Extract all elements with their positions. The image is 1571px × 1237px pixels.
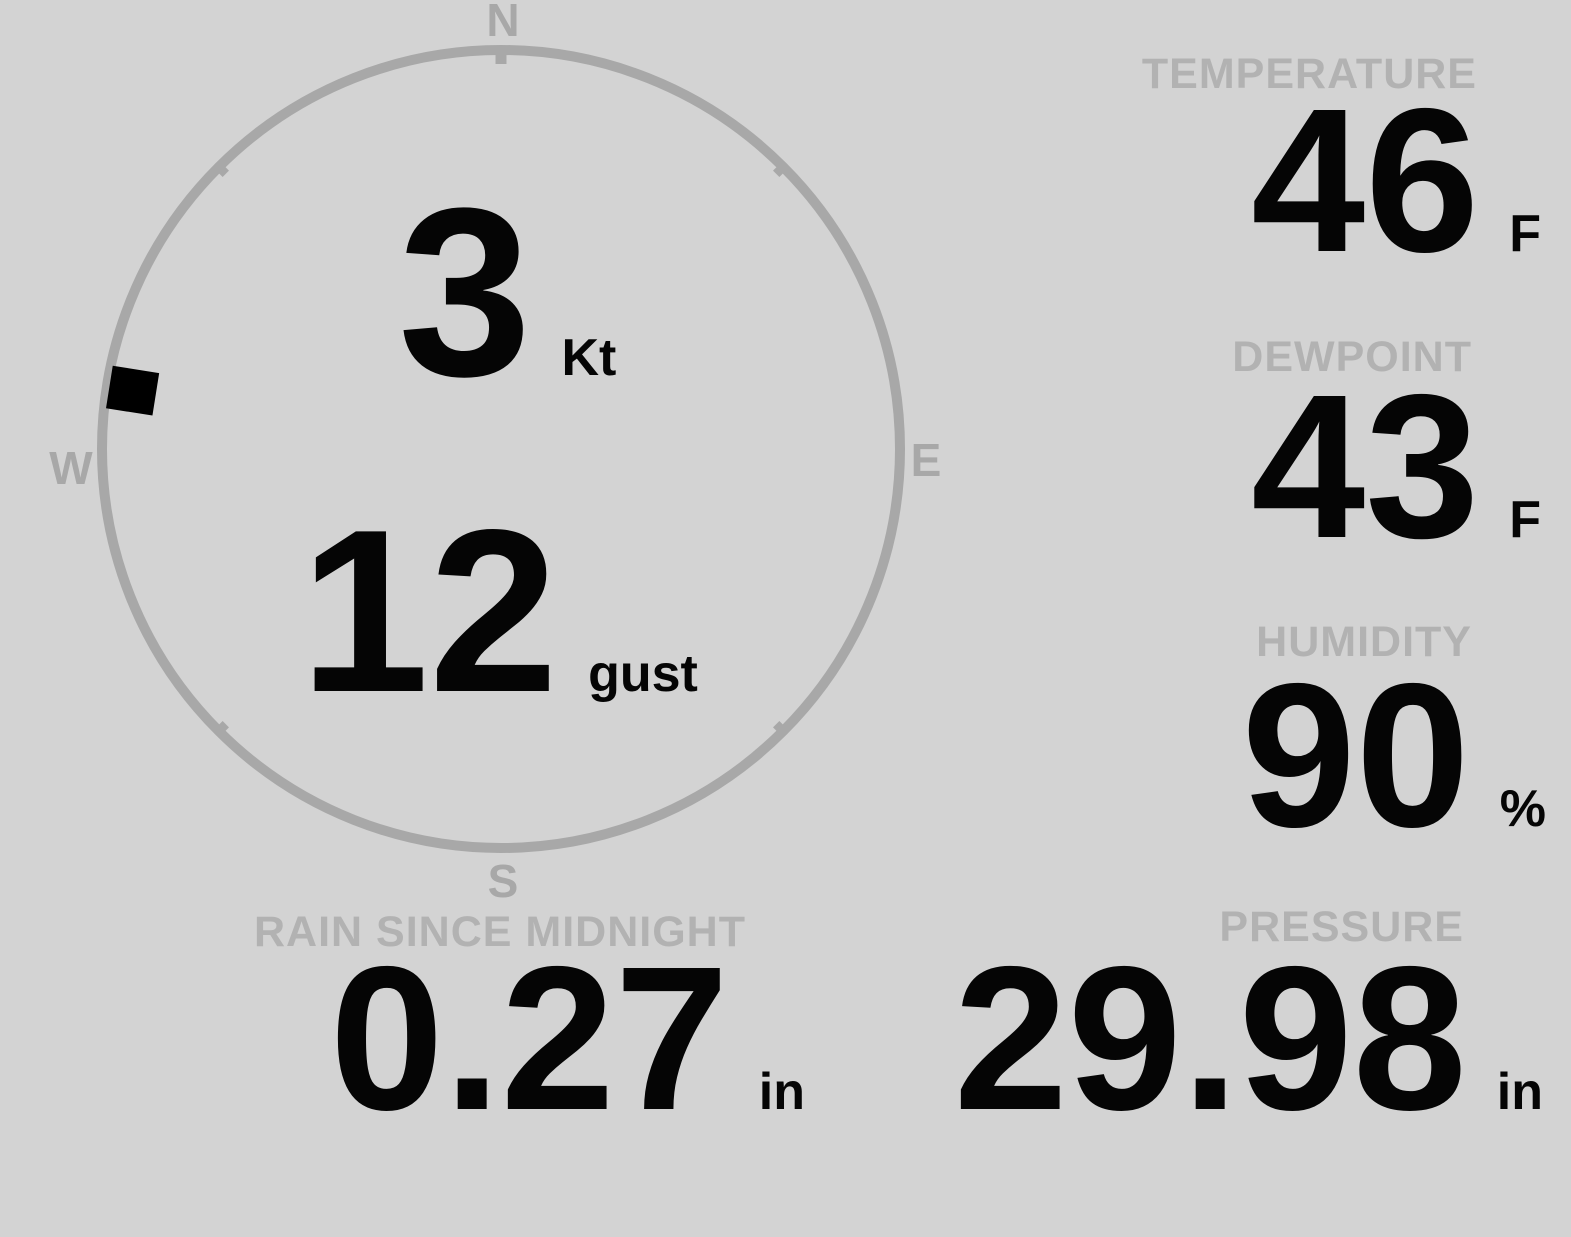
compass-label-south: S [487, 855, 519, 907]
compass-tick-southwest [212, 721, 229, 738]
wind-speed-value: 3 [398, 158, 532, 426]
pressure-readout: 29.98 in [954, 936, 1543, 1141]
temperature-readout: 46 F [1251, 78, 1541, 283]
wind-compass [97, 45, 905, 853]
compass-label-north: N [486, 0, 520, 46]
temperature-value: 46 [1251, 66, 1480, 295]
rain-label: RAIN SINCE MIDNIGHT [254, 908, 746, 956]
compass-tick-northeast [773, 160, 790, 177]
dewpoint-label: DEWPOINT [1232, 333, 1472, 381]
rain-unit: in [758, 1063, 805, 1121]
compass-tick-northwest [212, 160, 229, 177]
temperature-unit: F [1509, 205, 1541, 263]
humidity-label: HUMIDITY [1256, 618, 1472, 666]
dewpoint-value: 43 [1251, 352, 1480, 581]
dewpoint-readout: 43 F [1251, 364, 1541, 569]
pressure-unit: in [1496, 1063, 1543, 1121]
wind-gust-readout: 12 gust [300, 496, 698, 728]
wind-gust-unit: gust [588, 645, 698, 703]
dewpoint-unit: F [1509, 491, 1541, 549]
humidity-value: 90 [1241, 641, 1470, 870]
rain-value: 0.27 [329, 924, 729, 1153]
wind-gust-value: 12 [300, 482, 559, 741]
rain-readout: 0.27 in [195, 936, 805, 1141]
wind-direction-marker [106, 365, 160, 416]
compass-tick-southeast [773, 721, 790, 738]
humidity-readout: 90 % [1242, 653, 1546, 858]
pressure-label: PRESSURE [1219, 903, 1464, 951]
humidity-unit: % [1499, 780, 1546, 838]
compass-label-east: E [910, 434, 942, 486]
pressure-value: 29.98 [953, 924, 1467, 1153]
temperature-label: TEMPERATURE [1141, 50, 1477, 98]
wind-speed-unit: Kt [561, 329, 617, 387]
compass-label-west: W [49, 442, 93, 494]
compass-ticks [212, 46, 790, 738]
wind-speed-readout: 3 Kt [398, 172, 616, 412]
